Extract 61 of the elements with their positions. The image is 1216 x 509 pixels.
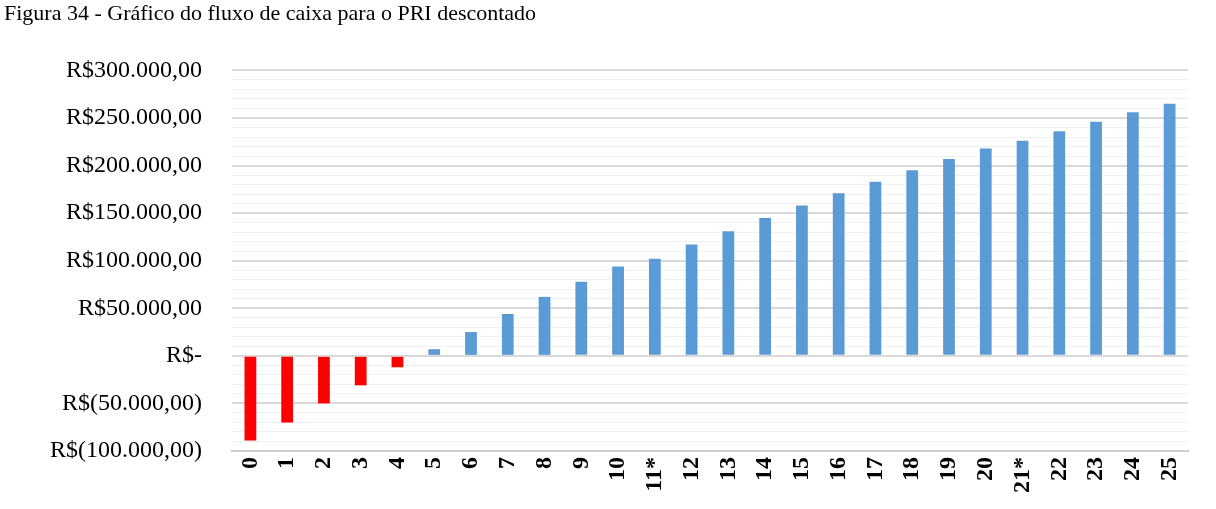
x-tick-label: 7 (492, 457, 519, 469)
x-tick-label: 6 (456, 457, 483, 469)
y-tick-label: R$50.000,00 (77, 293, 202, 320)
x-tick-label: 19 (934, 457, 961, 481)
x-tick-label: 0 (235, 457, 262, 469)
x-tick-label: 20 (970, 457, 997, 481)
x-tick-label: 3 (345, 457, 372, 469)
x-tick-label: 22 (1044, 457, 1071, 481)
x-tick-label: 10 (603, 457, 630, 481)
x-tick-label: 25 (1154, 457, 1181, 481)
x-tick-label: 11* (640, 457, 667, 492)
x-tick-label: 15 (787, 457, 814, 481)
chart-title: Figura 34 - Gráfico do fluxo de caixa para o PRI descontado (3, 0, 538, 26)
bar (648, 258, 661, 355)
x-tick-label: 16 (823, 457, 850, 481)
y-tick-label: R$150.000,00 (65, 198, 202, 225)
x-tick-label: 5 (419, 457, 446, 469)
bar (428, 349, 441, 355)
bar (722, 231, 735, 355)
x-tick-label: 24 (1118, 457, 1145, 481)
bar (244, 356, 257, 441)
bar (906, 170, 919, 355)
y-tick-label: R$100.000,00 (65, 246, 202, 272)
x-tick-label: 14 (750, 457, 777, 481)
bar (501, 313, 514, 355)
x-tick-label: 17 (860, 457, 887, 481)
bar (318, 356, 330, 404)
bar (1053, 131, 1066, 355)
bar (1126, 112, 1139, 355)
x-tick-label: 4 (382, 457, 409, 469)
x-tick-label: 9 (566, 457, 593, 469)
bar (979, 148, 992, 355)
bar (538, 296, 551, 355)
y-tick-label: R$(50.000,00) (61, 388, 202, 415)
x-tick-label: 12 (676, 457, 703, 481)
bar (1163, 103, 1176, 355)
y-tick-label: R$200.000,00 (65, 150, 202, 177)
bar (832, 193, 845, 355)
bar (465, 332, 477, 355)
y-tick-label: R$- (165, 341, 202, 368)
bar (281, 356, 294, 423)
bar (685, 244, 698, 355)
x-tick-label: 13 (713, 457, 740, 481)
y-tick-label: R$300.000,00 (65, 55, 202, 82)
y-tick-label: R$(100.000,00) (49, 436, 202, 463)
bar (354, 356, 367, 386)
x-tick-label: 8 (529, 457, 556, 469)
bar (943, 158, 955, 355)
bar (759, 217, 772, 355)
bar (575, 281, 588, 355)
x-tick-label: 23 (1081, 457, 1108, 481)
bar (612, 266, 624, 355)
x-tick-label: 18 (897, 457, 924, 481)
x-tick-label: 1 (272, 457, 299, 469)
bar (796, 205, 808, 355)
bar (1016, 140, 1029, 355)
bar (869, 181, 882, 355)
x-tick-label: 2 (309, 457, 336, 469)
y-tick-label: R$250.000,00 (65, 103, 202, 130)
bar (1090, 121, 1102, 355)
x-tick-label: 21* (1007, 457, 1034, 493)
